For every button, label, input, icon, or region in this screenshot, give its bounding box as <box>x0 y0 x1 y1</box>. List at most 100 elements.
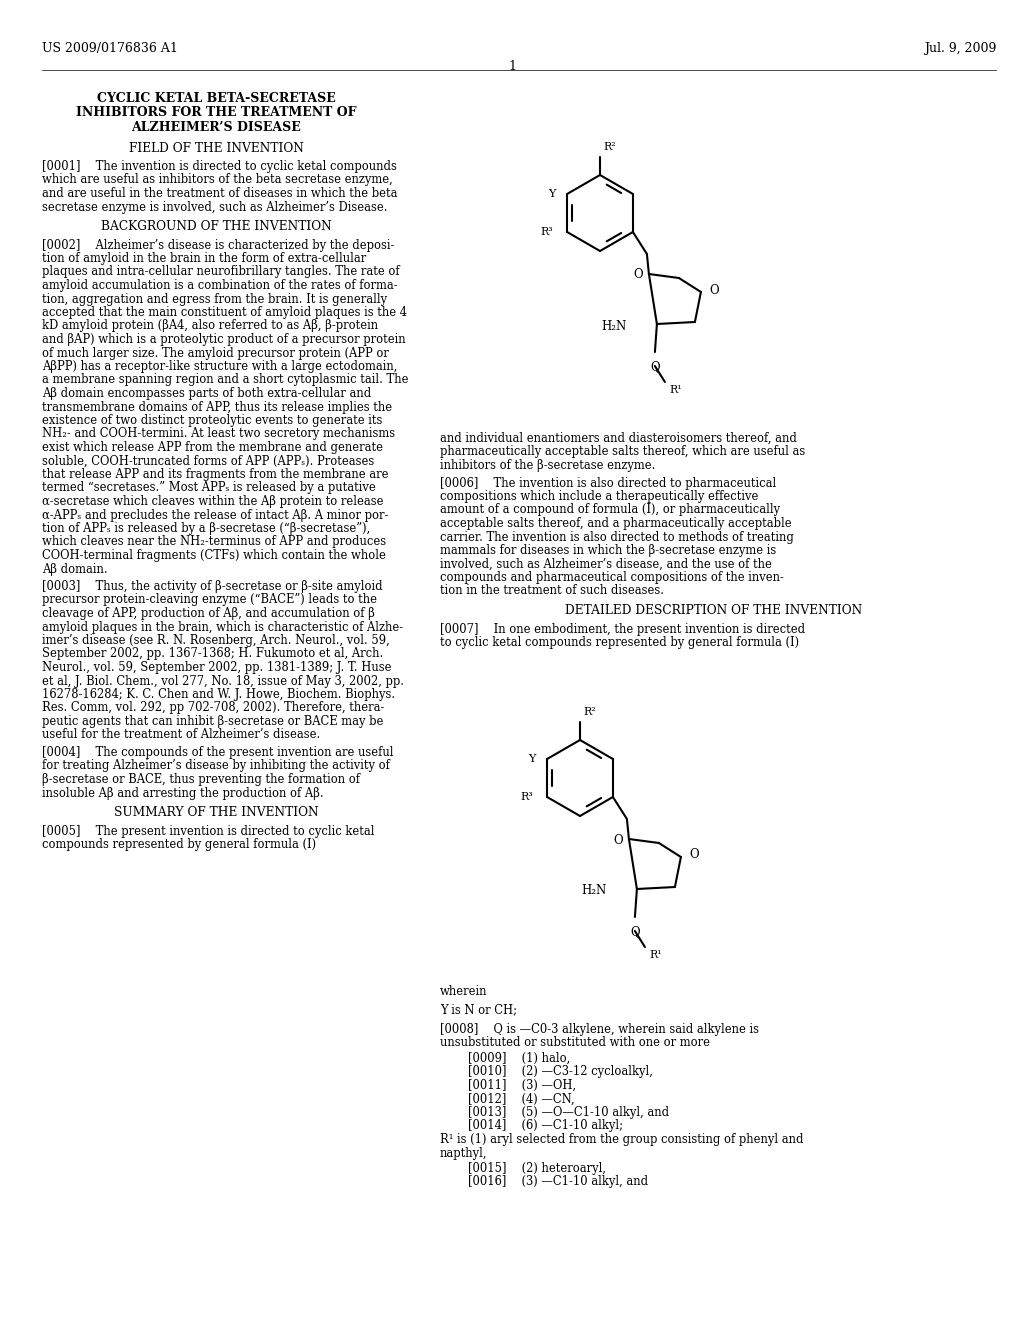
Text: wherein: wherein <box>440 985 487 998</box>
Text: ALZHEIMER’S DISEASE: ALZHEIMER’S DISEASE <box>131 121 301 135</box>
Text: a membrane spanning region and a short cytoplasmic tail. The: a membrane spanning region and a short c… <box>42 374 409 387</box>
Text: O: O <box>689 849 698 862</box>
Text: CYCLIC KETAL BETA-SECRETASE: CYCLIC KETAL BETA-SECRETASE <box>96 92 336 106</box>
Text: β-secretase or BACE, thus preventing the formation of: β-secretase or BACE, thus preventing the… <box>42 774 360 785</box>
Text: O: O <box>633 268 643 281</box>
Text: acceptable salts thereof, and a pharmaceutically acceptable: acceptable salts thereof, and a pharmace… <box>440 517 792 531</box>
Text: accepted that the main constituent of amyloid plaques is the 4: accepted that the main constituent of am… <box>42 306 407 319</box>
Text: amyloid plaques in the brain, which is characteristic of Alzhe-: amyloid plaques in the brain, which is c… <box>42 620 403 634</box>
Text: insoluble Aβ and arresting the production of Aβ.: insoluble Aβ and arresting the productio… <box>42 787 324 800</box>
Text: Y: Y <box>548 189 555 199</box>
Text: [0016]  (3) —C1-10 alkyl, and: [0016] (3) —C1-10 alkyl, and <box>468 1176 648 1188</box>
Text: SUMMARY OF THE INVENTION: SUMMARY OF THE INVENTION <box>114 807 318 818</box>
Text: which are useful as inhibitors of the beta secretase enzyme,: which are useful as inhibitors of the be… <box>42 173 393 186</box>
Text: R³: R³ <box>520 792 534 803</box>
Text: [0004]  The compounds of the present invention are useful: [0004] The compounds of the present inve… <box>42 746 393 759</box>
Text: carrier. The invention is also directed to methods of treating: carrier. The invention is also directed … <box>440 531 794 544</box>
Text: Q: Q <box>630 925 640 939</box>
Text: R³: R³ <box>541 227 553 238</box>
Text: unsubstituted or substituted with one or more: unsubstituted or substituted with one or… <box>440 1036 710 1049</box>
Text: [0009]  (1) halo,: [0009] (1) halo, <box>468 1052 570 1065</box>
Text: Y is N or CH;: Y is N or CH; <box>440 1003 517 1016</box>
Text: [0013]  (5) —O—C1-10 alkyl, and: [0013] (5) —O—C1-10 alkyl, and <box>468 1106 669 1119</box>
Text: which cleaves near the NH₂-terminus of APP and produces: which cleaves near the NH₂-terminus of A… <box>42 536 386 549</box>
Text: and βAP) which is a proteolytic product of a precursor protein: and βAP) which is a proteolytic product … <box>42 333 406 346</box>
Text: H₂N: H₂N <box>602 319 627 333</box>
Text: cleavage of APP, production of Aβ, and accumulation of β: cleavage of APP, production of Aβ, and a… <box>42 607 375 620</box>
Text: O: O <box>709 284 719 297</box>
Text: [0001]  The invention is directed to cyclic ketal compounds: [0001] The invention is directed to cycl… <box>42 160 397 173</box>
Text: [0015]  (2) heteroaryl,: [0015] (2) heteroaryl, <box>468 1162 606 1175</box>
Text: tion, aggregation and egress from the brain. It is generally: tion, aggregation and egress from the br… <box>42 293 387 305</box>
Text: [0006]  The invention is also directed to pharmaceutical: [0006] The invention is also directed to… <box>440 477 776 490</box>
Text: amount of a compound of formula (I), or pharmaceutically: amount of a compound of formula (I), or … <box>440 503 780 516</box>
Text: peutic agents that can inhibit β-secretase or BACE may be: peutic agents that can inhibit β-secreta… <box>42 715 383 729</box>
Text: [0008]  Q is —C0-3 alkylene, wherein said alkylene is: [0008] Q is —C0-3 alkylene, wherein said… <box>440 1023 759 1036</box>
Text: 1: 1 <box>508 59 516 73</box>
Text: tion of APPₛ is released by a β-secretase (“β-secretase”),: tion of APPₛ is released by a β-secretas… <box>42 521 371 535</box>
Text: imer’s disease (see R. N. Rosenberg, Arch. Neurol., vol. 59,: imer’s disease (see R. N. Rosenberg, Arc… <box>42 634 390 647</box>
Text: Jul. 9, 2009: Jul. 9, 2009 <box>924 42 996 55</box>
Text: [0007]  In one embodiment, the present invention is directed: [0007] In one embodiment, the present in… <box>440 623 805 635</box>
Text: pharmaceutically acceptable salts thereof, which are useful as: pharmaceutically acceptable salts thereo… <box>440 446 805 458</box>
Text: September 2002, pp. 1367-1368; H. Fukumoto et al, Arch.: September 2002, pp. 1367-1368; H. Fukumo… <box>42 648 383 660</box>
Text: [0012]  (4) —CN,: [0012] (4) —CN, <box>468 1093 574 1106</box>
Text: DETAILED DESCRIPTION OF THE INVENTION: DETAILED DESCRIPTION OF THE INVENTION <box>565 605 862 616</box>
Text: Aβ domain encompasses parts of both extra-cellular and: Aβ domain encompasses parts of both extr… <box>42 387 372 400</box>
Text: 16278-16284; K. C. Chen and W. J. Howe, Biochem. Biophys.: 16278-16284; K. C. Chen and W. J. Howe, … <box>42 688 395 701</box>
Text: for treating Alzheimer’s disease by inhibiting the activity of: for treating Alzheimer’s disease by inhi… <box>42 759 390 772</box>
Text: FIELD OF THE INVENTION: FIELD OF THE INVENTION <box>129 141 303 154</box>
Text: [0010]  (2) —C3-12 cycloalkyl,: [0010] (2) —C3-12 cycloalkyl, <box>468 1065 653 1078</box>
Text: R²: R² <box>583 708 596 717</box>
Text: [0014]  (6) —C1-10 alkyl;: [0014] (6) —C1-10 alkyl; <box>468 1119 623 1133</box>
Text: compounds represented by general formula (I): compounds represented by general formula… <box>42 838 316 851</box>
Text: INHIBITORS FOR THE TREATMENT OF: INHIBITORS FOR THE TREATMENT OF <box>76 107 356 120</box>
Text: tion in the treatment of such diseases.: tion in the treatment of such diseases. <box>440 585 664 598</box>
Text: NH₂- and COOH-termini. At least two secretory mechanisms: NH₂- and COOH-termini. At least two secr… <box>42 428 395 441</box>
Text: transmembrane domains of APP, thus its release implies the: transmembrane domains of APP, thus its r… <box>42 400 392 413</box>
Text: AβPP) has a receptor-like structure with a large ectodomain,: AβPP) has a receptor-like structure with… <box>42 360 397 374</box>
Text: R¹ is (1) aryl selected from the group consisting of phenyl and: R¹ is (1) aryl selected from the group c… <box>440 1133 804 1146</box>
Text: H₂N: H₂N <box>582 884 607 898</box>
Text: R²: R² <box>603 143 615 152</box>
Text: [0002]  Alzheimer’s disease is characterized by the deposi-: [0002] Alzheimer’s disease is characteri… <box>42 239 394 252</box>
Text: O: O <box>613 833 623 846</box>
Text: exist which release APP from the membrane and generate: exist which release APP from the membran… <box>42 441 383 454</box>
Text: existence of two distinct proteolytic events to generate its: existence of two distinct proteolytic ev… <box>42 414 382 426</box>
Text: to cyclic ketal compounds represented by general formula (I): to cyclic ketal compounds represented by… <box>440 636 799 649</box>
Text: plaques and intra-cellular neurofibrillary tangles. The rate of: plaques and intra-cellular neurofibrilla… <box>42 265 399 279</box>
Text: kD amyloid protein (βA4, also referred to as Aβ, β-protein: kD amyloid protein (βA4, also referred t… <box>42 319 378 333</box>
Text: α-APPₛ and precludes the release of intact Aβ. A minor por-: α-APPₛ and precludes the release of inta… <box>42 508 388 521</box>
Text: [0003]  Thus, the activity of β-secretase or β-site amyloid: [0003] Thus, the activity of β-secretase… <box>42 579 383 593</box>
Text: amyloid accumulation is a combination of the rates of forma-: amyloid accumulation is a combination of… <box>42 279 397 292</box>
Text: R¹: R¹ <box>649 950 662 960</box>
Text: compounds and pharmaceutical compositions of the inven-: compounds and pharmaceutical composition… <box>440 572 784 583</box>
Text: and individual enantiomers and diasteroisomers thereof, and: and individual enantiomers and diasteroi… <box>440 432 797 445</box>
Text: Y: Y <box>527 754 536 764</box>
Text: secretase enzyme is involved, such as Alzheimer’s Disease.: secretase enzyme is involved, such as Al… <box>42 201 387 214</box>
Text: Neurol., vol. 59, September 2002, pp. 1381-1389; J. T. Huse: Neurol., vol. 59, September 2002, pp. 13… <box>42 661 391 675</box>
Text: COOH-terminal fragments (CTFs) which contain the whole: COOH-terminal fragments (CTFs) which con… <box>42 549 386 562</box>
Text: Aβ domain.: Aβ domain. <box>42 562 108 576</box>
Text: mammals for diseases in which the β-secretase enzyme is: mammals for diseases in which the β-secr… <box>440 544 776 557</box>
Text: [0005]  The present invention is directed to cyclic ketal: [0005] The present invention is directed… <box>42 825 375 837</box>
Text: of much larger size. The amyloid precursor protein (APP or: of much larger size. The amyloid precurs… <box>42 346 389 359</box>
Text: α-secretase which cleaves within the Aβ protein to release: α-secretase which cleaves within the Aβ … <box>42 495 384 508</box>
Text: useful for the treatment of Alzheimer’s disease.: useful for the treatment of Alzheimer’s … <box>42 729 321 742</box>
Text: tion of amyloid in the brain in the form of extra-cellular: tion of amyloid in the brain in the form… <box>42 252 367 265</box>
Text: US 2009/0176836 A1: US 2009/0176836 A1 <box>42 42 178 55</box>
Text: Res. Comm, vol. 292, pp 702-708, 2002). Therefore, thera-: Res. Comm, vol. 292, pp 702-708, 2002). … <box>42 701 384 714</box>
Text: [0011]  (3) —OH,: [0011] (3) —OH, <box>468 1078 577 1092</box>
Text: soluble, COOH-truncated forms of APP (APPₛ). Proteases: soluble, COOH-truncated forms of APP (AP… <box>42 454 374 467</box>
Text: compositions which include a therapeutically effective: compositions which include a therapeutic… <box>440 490 759 503</box>
Text: involved, such as Alzheimer’s disease, and the use of the: involved, such as Alzheimer’s disease, a… <box>440 557 772 570</box>
Text: napthyl,: napthyl, <box>440 1147 487 1159</box>
Text: that release APP and its fragments from the membrane are: that release APP and its fragments from … <box>42 469 388 480</box>
Text: R¹: R¹ <box>669 385 682 395</box>
Text: termed “secretases.” Most APPₛ is released by a putative: termed “secretases.” Most APPₛ is releas… <box>42 482 376 495</box>
Text: inhibitors of the β-secretase enzyme.: inhibitors of the β-secretase enzyme. <box>440 459 655 473</box>
Text: et al, J. Biol. Chem., vol 277, No. 18, issue of May 3, 2002, pp.: et al, J. Biol. Chem., vol 277, No. 18, … <box>42 675 404 688</box>
Text: Q: Q <box>650 360 659 374</box>
Text: and are useful in the treatment of diseases in which the beta: and are useful in the treatment of disea… <box>42 187 397 201</box>
Text: BACKGROUND OF THE INVENTION: BACKGROUND OF THE INVENTION <box>100 220 332 234</box>
